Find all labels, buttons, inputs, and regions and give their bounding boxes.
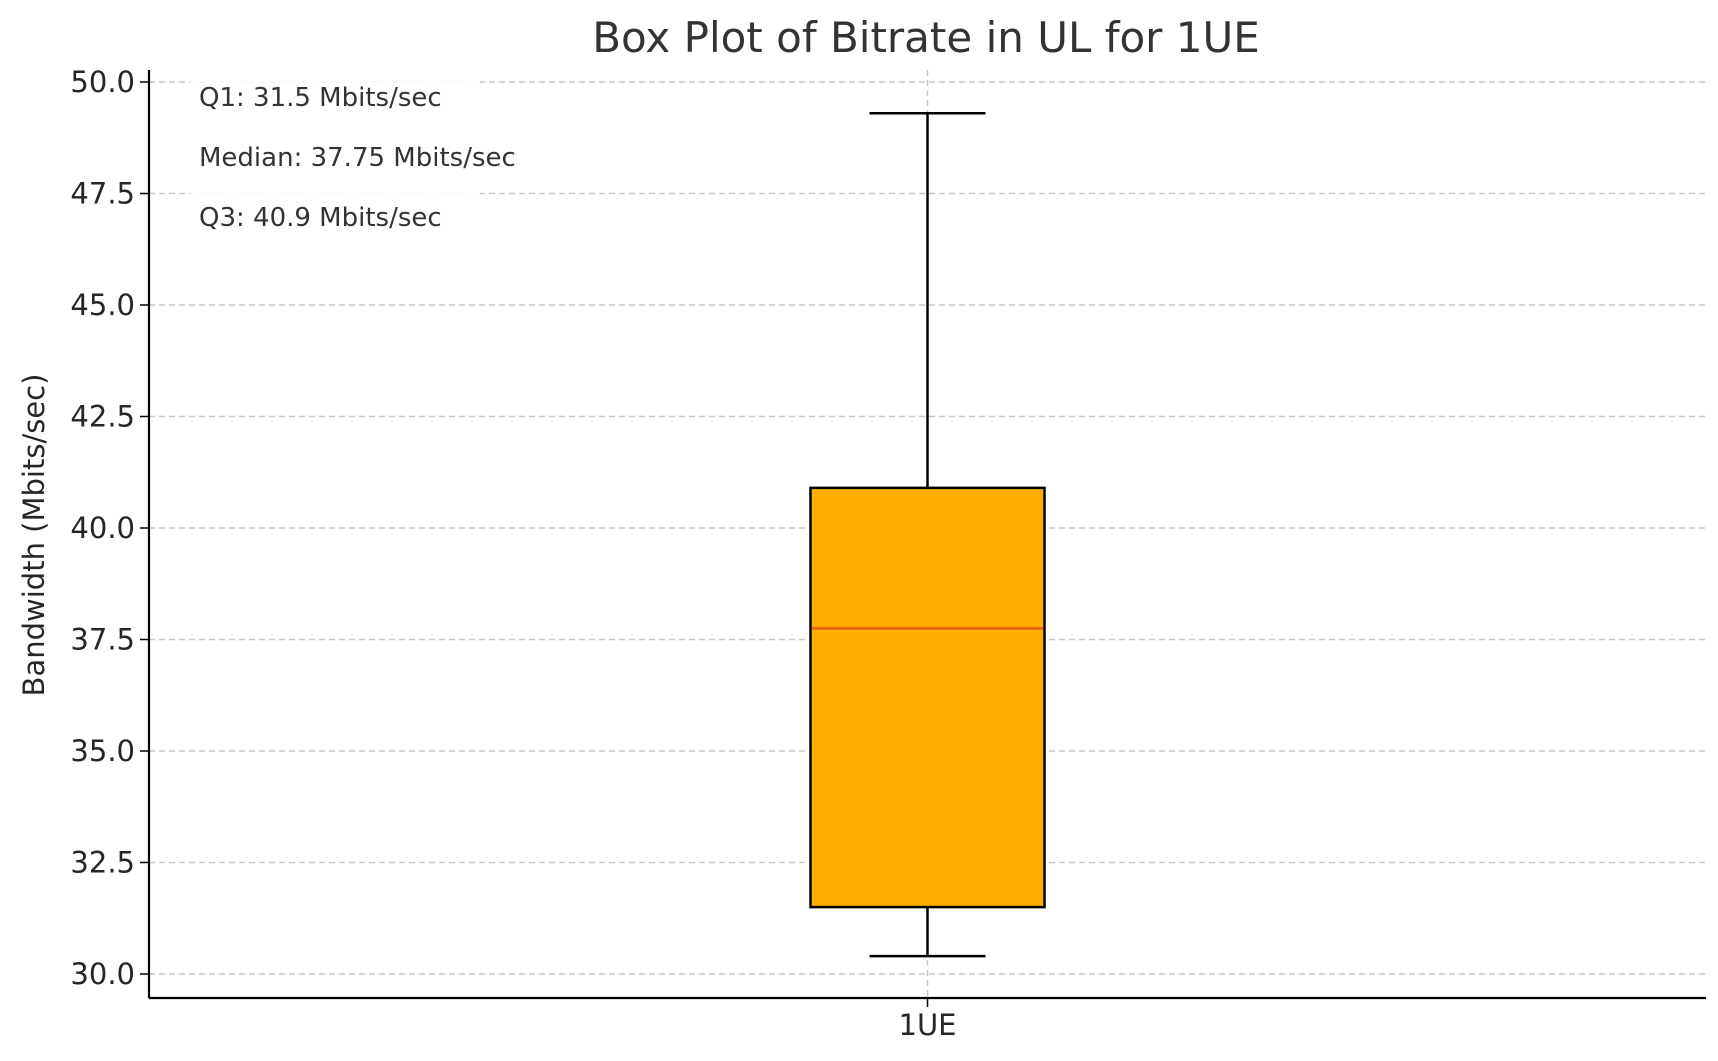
y-tick-label: 50.0 [70, 65, 135, 99]
y-tick-label: 32.5 [70, 846, 135, 880]
axis-layer: 30.0 32.5 35.0 37.5 40.0 42.5 45.0 47.5 50.0 1UE [70, 65, 1706, 1042]
box-layer [809, 111, 1046, 958]
y-tick-label: 42.5 [70, 400, 135, 434]
annotation-background [190, 78, 480, 238]
annotation-layer: Q1: 31.5 Mbits/sec Median: 37.75 Mbits/se… [190, 78, 516, 238]
chart-title: Box Plot of Bitrate in UL for 1UE [592, 13, 1260, 62]
x-tick-label: 1UE [899, 1008, 957, 1042]
y-tick-label: 47.5 [70, 177, 135, 211]
annotation-text: Q3: 40.9 Mbits/sec [199, 203, 442, 233]
text-layer: Box Plot of Bitrate in UL for 1UE Bandwi… [17, 13, 1260, 696]
y-tick-label: 37.5 [70, 623, 135, 657]
iqr-box [809, 486, 1046, 909]
y-axis-label: Bandwidth (Mbits/sec) [17, 374, 51, 697]
annotation-text: Median: 37.75 Mbits/sec [199, 143, 516, 173]
y-tick-label: 40.0 [70, 511, 135, 545]
y-tick-label: 30.0 [70, 957, 135, 991]
annotation-text: Q1: 31.5 Mbits/sec [199, 83, 442, 113]
y-tick-label: 45.0 [70, 288, 135, 322]
y-tick-label: 35.0 [70, 734, 135, 768]
